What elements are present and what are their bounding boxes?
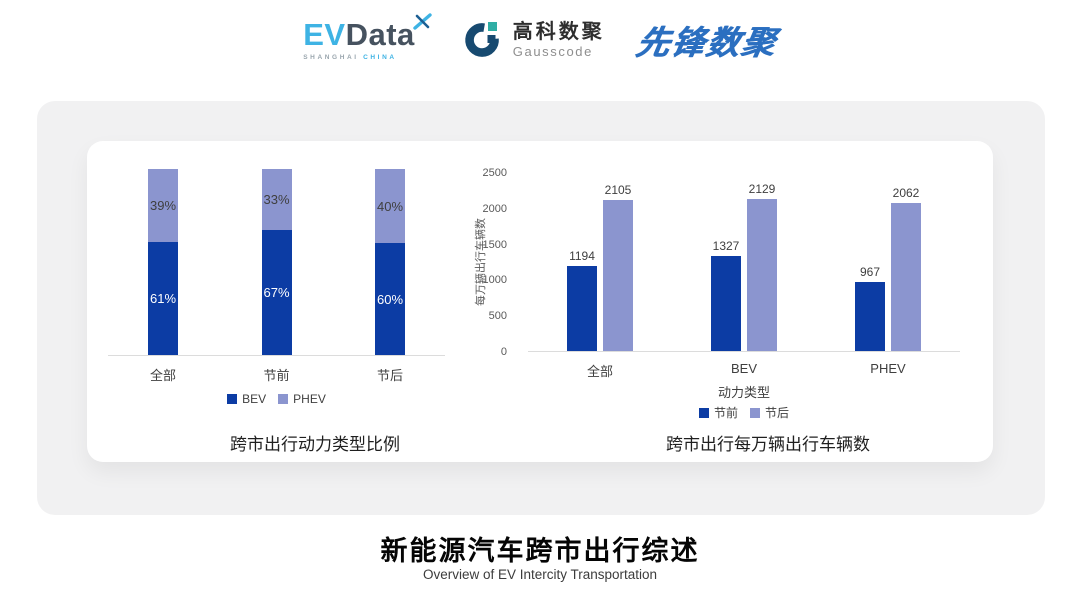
bar [747,198,777,351]
bar-column: 2062 [891,186,921,351]
y-tick-label: 1500 [482,238,507,251]
bar-value-label: 2105 [604,183,632,198]
gausscode-en-name: Gausscode [512,44,593,59]
legend-item: 节后 [750,404,789,421]
evdata-shanghai-text: SHANGHAI [303,54,359,61]
bar-group: 1194 2105 [567,183,633,351]
segment-value-label: 33% [263,192,290,208]
grouped-chart-y-ticks: 0 500 1000 1500 2000 2500 [467,167,517,358]
bar-value-label: 1327 [712,239,740,253]
bar-column: 967 [855,265,885,351]
bar [891,203,921,351]
segment-value-label: 61% [149,290,177,306]
category-label: 节前 [263,368,290,383]
stacked-bar: 33% 67% [261,169,292,355]
bar-group: 1327 2129 [711,182,777,351]
bar [855,281,885,351]
evdata-logo: EVData SHANGHAI CHINA [303,13,432,61]
bev-bar-segment: 61% [148,241,178,355]
stacked-chart-categories: 全部 节前 节后 [108,365,445,384]
bar-column: 2129 [747,182,777,351]
gausscode-logo: 高科数聚 Gausscode [463,18,605,63]
category-label: 节后 [376,368,403,383]
legend-item: BEV [227,392,266,406]
category-label: PHEV [870,361,906,376]
legend-swatch-icon [750,407,760,418]
phev-bar-segment: 39% [148,169,178,242]
segment-value-label: 39% [149,197,177,213]
y-tick-label: 2000 [482,202,507,215]
report-card: 39% 61% 33% 67% 40% 60% 全部 节前 节后 BEV PHEV 跨市出行动力… [37,101,1045,515]
category-label: BEV [730,361,757,376]
bev-bar-segment: 67% [261,230,292,355]
evdata-x-icon [413,13,433,36]
bar-column: 2105 [603,183,633,351]
bar-value-label: 967 [859,264,881,279]
evdata-ev-text: EV [303,17,346,52]
stacked-chart-legend: BEV PHEV [108,392,445,406]
legend-swatch-icon [278,394,289,404]
gausscode-g-icon [463,18,503,63]
grouped-chart-legend: 节前 节后 [528,404,960,421]
phev-bar-segment: 33% [261,169,292,231]
evdata-wordmark: EVData [303,19,415,50]
legend-item: PHEV [278,392,326,406]
phev-bar-segment: 40% [375,169,405,244]
category-label: 全部 [149,368,176,383]
page-title: 新能源汽车跨市出行综述 [380,536,700,566]
legend-label: 节后 [765,406,790,420]
segment-value-label: 40% [376,198,404,214]
grouped-chart-title: 跨市出行每万辆出行车辆数 [666,435,870,454]
legend-item: 节前 [698,404,738,421]
evdata-data-text: Data [345,17,415,52]
stacked-bar: 40% 60% [375,169,405,355]
grouped-chart-categories: 全部 BEV PHEV [528,361,960,380]
bar-value-label: 1194 [569,248,595,263]
bar-value-label: 2129 [748,181,776,196]
y-tick-label: 0 [500,346,507,358]
grouped-chart-plot: 1194 2105 1327 2129 967 2062 [528,173,960,352]
legend-label: PHEV [293,392,326,406]
charts-panel: 39% 61% 33% 67% 40% 60% 全部 节前 节后 BEV PHEV 跨市出行动力… [87,141,993,462]
bar-column: 1327 [711,239,741,351]
legend-label: BEV [242,392,267,406]
bar-value-label: 2062 [892,186,920,201]
evdata-china-text: CHINA [363,54,397,61]
y-tick-label: 500 [488,310,507,323]
bev-bar-segment: 60% [375,243,405,355]
stacked-bar: 39% 61% [148,169,178,355]
page-subtitle: Overview of EV Intercity Transportation [422,567,658,582]
stacked-chart-plot: 39% 61% 33% 67% 40% 60% [108,169,445,356]
legend-swatch-icon [227,394,238,404]
grouped-chart-x-axis-label: 动力类型 [717,385,770,400]
gausscode-text: 高科数聚 Gausscode [513,21,605,59]
bar-column: 1194 [567,248,597,351]
category-label: 全部 [586,364,613,379]
gausscode-cn-name: 高科数聚 [512,21,605,43]
y-tick-label: 1000 [482,274,507,287]
legend-swatch-icon [698,407,709,418]
bar [711,256,741,351]
bar [603,200,633,351]
xianfeng-logo: 先锋数聚 [633,24,780,61]
y-tick-label: 2500 [482,167,507,179]
segment-value-label: 67% [263,285,290,301]
segment-value-label: 60% [376,291,404,307]
evdata-subtitle: SHANGHAI CHINA [303,54,415,61]
logo-bar: EVData SHANGHAI CHINA 高科数聚 Gausscode [0,13,1080,64]
stacked-chart-title: 跨市出行动力类型比例 [230,435,400,454]
bar-group: 967 2062 [855,186,921,351]
bar [567,265,597,351]
legend-label: 节前 [713,406,738,420]
